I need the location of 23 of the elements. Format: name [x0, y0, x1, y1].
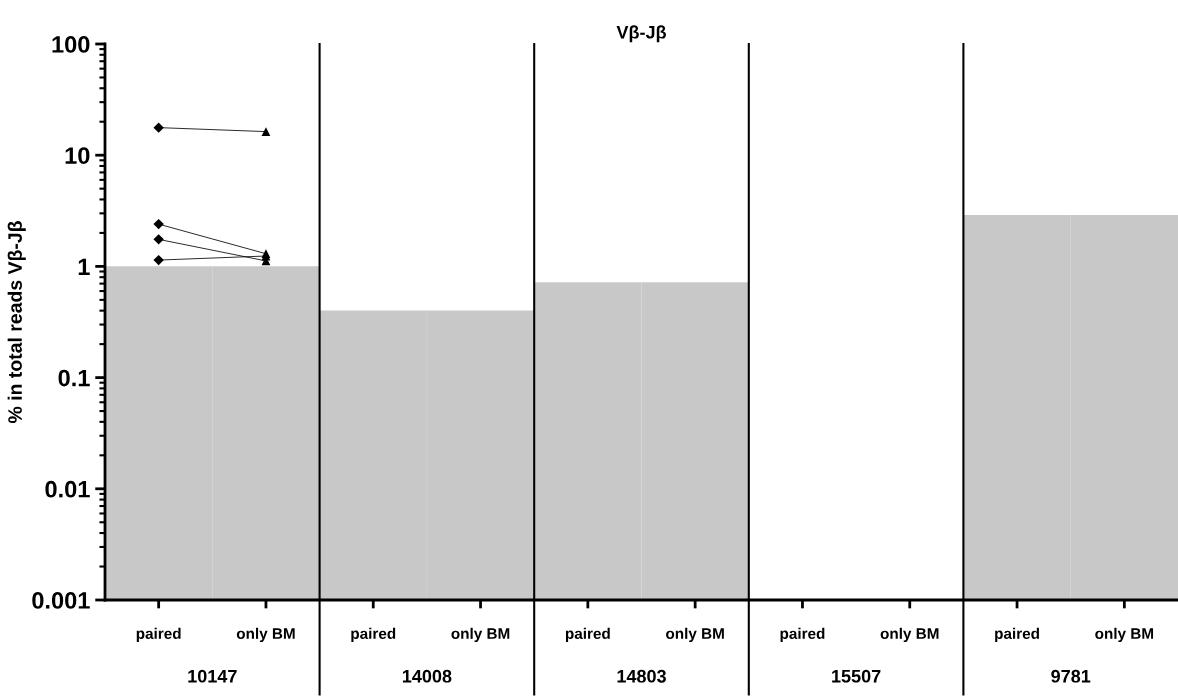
x-tick-label: paired: [351, 627, 396, 643]
x-tick-label: paired: [136, 627, 181, 643]
y-tick-label: 0.1: [58, 369, 90, 387]
y-tick-label: 0.01: [45, 480, 90, 498]
text: 10147: [188, 669, 237, 683]
y-tick-label: 1: [78, 258, 90, 275]
text: 9781: [1051, 669, 1091, 683]
y-tick-label: 0.001: [32, 592, 90, 609]
text: 15507: [832, 669, 881, 683]
text: 14803: [617, 669, 666, 683]
x-tick-label: only BM: [236, 627, 295, 643]
y-tick-label: 10: [65, 147, 90, 164]
x-tick-label: only BM: [880, 627, 939, 643]
y-axis-title: % in total reads Vβ-Jβ: [7, 221, 26, 424]
x-tick-label: paired: [780, 627, 825, 643]
x-tick-label: paired: [995, 627, 1039, 643]
chart-title: Vβ-Jβ: [616, 25, 666, 43]
x-tick-label: paired: [565, 627, 610, 643]
y-tick-label: 100: [52, 36, 90, 53]
x-tick-label: only BM: [666, 627, 724, 643]
x-tick-label: only BM: [1095, 627, 1154, 643]
x-tick-label: only BM: [451, 627, 510, 643]
text: 14008: [402, 669, 452, 683]
